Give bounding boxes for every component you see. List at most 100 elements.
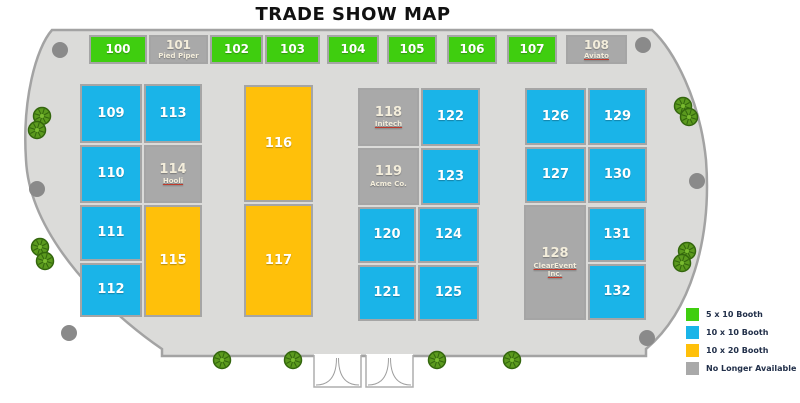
legend-item-green: 5 x 10 Booth [686,305,796,323]
booth-company-name: Pied Piper [158,52,199,61]
booth-number: 127 [541,167,570,183]
booth-107[interactable]: 107 [507,35,557,64]
booth-number: 102 [223,42,250,57]
legend-item-orange: 10 x 20 Booth [686,341,796,359]
booth-number: 130 [603,167,632,183]
entrance-door-icon [313,354,362,388]
booth-number: 123 [436,168,465,184]
tree-icon [672,253,692,273]
legend-swatch-green [686,307,699,321]
column-icon [29,181,45,197]
booth-123[interactable]: 123 [421,148,480,205]
booth-company-name: Hooli [162,177,184,186]
column-icon [61,325,77,341]
booth-number: 121 [373,285,401,301]
booth-number: 125 [434,285,463,301]
booth-125[interactable]: 125 [418,265,479,321]
booth-number: 101 [165,37,192,52]
booth-number: 104 [340,42,366,57]
booth-number: 114 [159,161,187,177]
booth-122[interactable]: 122 [421,88,480,146]
booth-126[interactable]: 126 [525,88,586,145]
booth-118[interactable]: 118 Initech [358,88,419,146]
booth-112[interactable]: 112 [80,263,142,317]
booth-127[interactable]: 127 [525,147,586,203]
booth-number: 131 [603,226,631,242]
booth-121[interactable]: 121 [358,265,416,321]
booth-105[interactable]: 105 [387,35,437,64]
booth-number: 129 [603,108,632,124]
legend-swatch-blue [686,325,699,339]
legend-item-gray: No Longer Available [686,359,796,377]
tree-icon [679,107,699,127]
booth-company-name: Initech [374,120,403,129]
booth-number: 119 [374,164,403,180]
booth-number: 115 [159,253,187,269]
booth-number: 124 [434,227,463,243]
legend: 5 x 10 Booth 10 x 10 Booth 10 x 20 Booth No… [686,305,796,377]
booth-number: 112 [97,282,125,298]
booth-number: 105 [399,42,425,57]
legend-label: 10 x 10 Booth [706,327,769,337]
booth-number: 132 [603,284,631,300]
booth-103[interactable]: 103 [265,35,320,64]
booth-131[interactable]: 131 [588,207,646,262]
booth-108[interactable]: 108 Aviato [566,35,627,64]
booth-number: 110 [97,166,125,182]
column-icon [635,37,651,53]
booth-116[interactable]: 116 [244,85,313,202]
booth-company-name: ClearEvent Inc. [533,261,577,278]
booth-number: 106 [459,42,485,57]
booth-number: 116 [264,135,293,151]
booth-128[interactable]: 128 ClearEvent Inc. [524,205,586,320]
booth-number: 122 [436,109,465,125]
booth-106[interactable]: 106 [447,35,497,64]
booth-111[interactable]: 111 [80,205,142,261]
booth-119[interactable]: 119 Acme Co. [358,148,419,205]
booth-company-name: Aviato [583,52,609,61]
booth-124[interactable]: 124 [418,207,479,263]
booth-109[interactable]: 109 [80,84,142,143]
booth-117[interactable]: 117 [244,204,313,317]
booth-number: 100 [105,42,131,57]
column-icon [52,42,68,58]
booth-number: 107 [519,42,545,57]
booth-100[interactable]: 100 [89,35,147,64]
column-icon [689,173,705,189]
booth-113[interactable]: 113 [144,84,202,143]
legend-swatch-gray [686,361,699,375]
booth-115[interactable]: 115 [144,205,202,317]
tree-icon [27,120,47,140]
booth-101[interactable]: 101 Pied Piper [149,35,208,64]
legend-swatch-orange [686,343,699,357]
booth-114[interactable]: 114 Hooli [144,145,202,203]
booth-number: 111 [97,225,125,241]
booth-number: 113 [159,105,187,121]
booth-104[interactable]: 104 [327,35,379,64]
legend-label: 5 x 10 Booth [706,309,763,319]
booth-110[interactable]: 110 [80,145,142,203]
booth-number: 108 [583,37,610,52]
booth-number: 118 [374,104,403,120]
booth-130[interactable]: 130 [588,147,647,203]
tree-icon [30,237,50,257]
entrance-door-icon [365,354,414,388]
booth-102[interactable]: 102 [210,35,263,64]
tree-icon [502,350,522,370]
booth-120[interactable]: 120 [358,207,416,263]
tree-icon [283,350,303,370]
tree-icon [212,350,232,370]
page-title: TRADE SHOW MAP [255,4,451,25]
legend-item-blue: 10 x 10 Booth [686,323,796,341]
booth-number: 120 [373,227,401,243]
booth-number: 109 [97,105,125,121]
tree-icon [427,350,447,370]
booth-number: 128 [541,246,569,262]
booth-number: 117 [264,252,293,268]
booth-132[interactable]: 132 [588,264,646,320]
booth-129[interactable]: 129 [588,88,647,145]
booth-number: 103 [279,42,306,57]
booth-number: 126 [541,108,570,124]
column-icon [639,330,655,346]
